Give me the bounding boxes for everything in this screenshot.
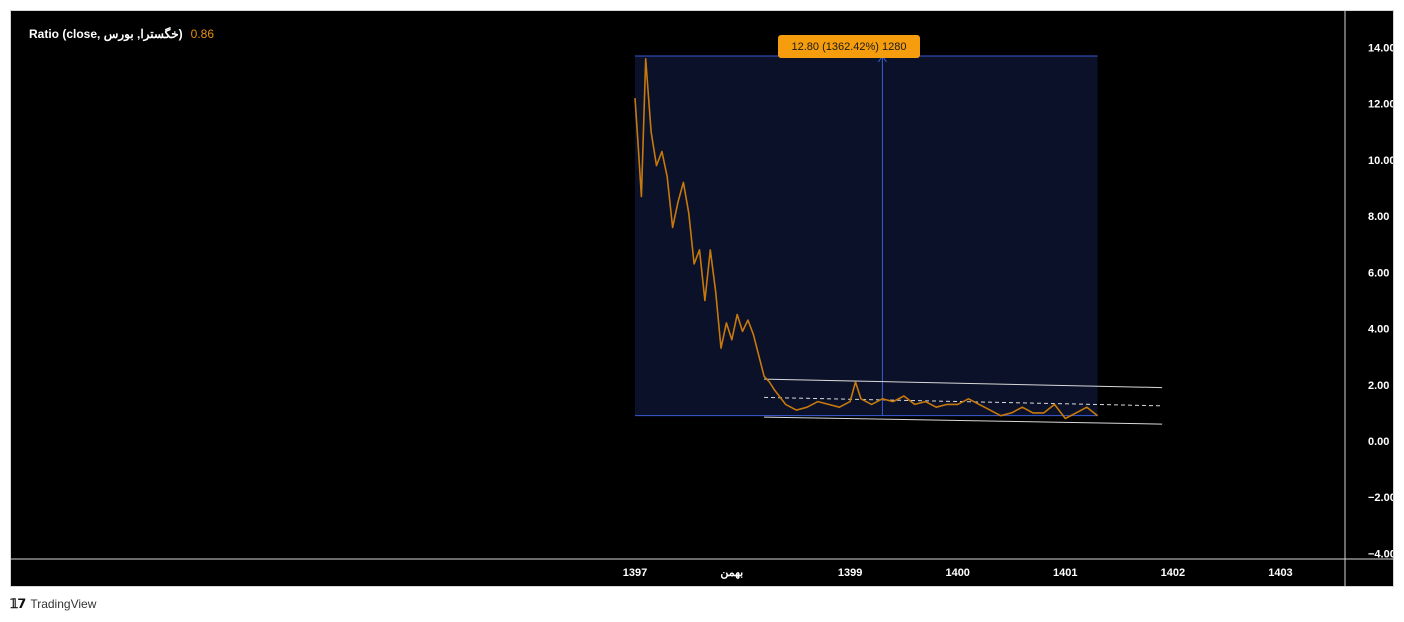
channel-lower-line	[764, 416, 1163, 425]
legend-value: 0.86	[190, 27, 215, 41]
ratio-series-line	[634, 57, 1099, 420]
x-tick-label: 1397	[623, 567, 647, 579]
legend-label: Ratio (close, خگسترا, بورس)	[29, 27, 183, 41]
measure-label: 12.80 (1362.42%) 1280	[778, 35, 920, 58]
y-tick-label: −2.00	[1368, 492, 1393, 504]
x-tick-label: 1401	[1053, 567, 1077, 579]
y-tick-label: 14.00	[1368, 43, 1393, 55]
chart-frame[interactable]: 14.00 12.00 10.00 8.00 6.00 4.00 2.00 0.00 −2.00…	[10, 10, 1394, 587]
y-tick-label: 8.00	[1368, 211, 1389, 223]
x-tick-label: 1402	[1161, 567, 1185, 579]
tradingview-brand: TradingView	[30, 597, 97, 611]
y-tick-label: 4.00	[1368, 324, 1389, 336]
y-tick-label: 10.00	[1368, 155, 1393, 167]
channel-upper-line	[764, 378, 1163, 389]
x-tick-label: 1400	[945, 567, 969, 579]
x-tick-label: 1399	[838, 567, 862, 579]
y-tick-label: 0.00	[1368, 436, 1389, 448]
y-tick-label: −4.00	[1368, 548, 1393, 560]
tradingview-logo[interactable]: 𝟙𝟳 TradingView	[10, 596, 96, 612]
x-tick-label: بهمن	[720, 567, 743, 579]
y-tick-label: 12.00	[1368, 99, 1393, 111]
measure-box	[634, 55, 1098, 416]
tradingview-logo-icon: 𝟙𝟳	[10, 596, 26, 611]
y-tick-label: 2.00	[1368, 380, 1389, 392]
series-legend[interactable]: Ratio (close, خگسترا, بورس) 0.86	[29, 27, 214, 41]
y-tick-label: 6.00	[1368, 267, 1389, 279]
x-tick-label: 1403	[1268, 567, 1292, 579]
chart-canvas[interactable]: 14.00 12.00 10.00 8.00 6.00 4.00 2.00 0.00 −2.00…	[11, 11, 1393, 586]
